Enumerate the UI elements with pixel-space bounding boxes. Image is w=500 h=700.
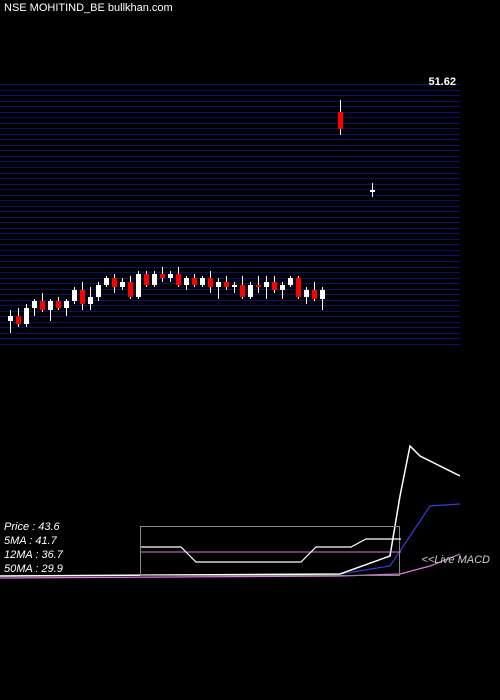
candle-layer (0, 36, 460, 356)
chart-title: NSE MOHITIND_BE bullkhan.com (4, 2, 173, 14)
info-box: Price : 43.6 5MA : 41.7 12MA : 36.7 50MA… (4, 520, 63, 576)
info-12ma: 12MA : 36.7 (4, 548, 63, 562)
indicator-panel[interactable]: <<Live MACD (0, 416, 500, 596)
candlestick-panel[interactable]: 51.62 (0, 36, 460, 356)
info-50ma: 50MA : 29.9 (4, 562, 63, 576)
macd-label: <<Live MACD (422, 554, 490, 566)
macd-line (141, 539, 401, 562)
price-marker: 51.62 (428, 76, 456, 88)
macd-svg (141, 527, 401, 577)
chart-container: 51.62 <<Live MACD Price : 43.6 5MA : 41.… (0, 36, 500, 596)
chart-header: NSE MOHITIND_BE bullkhan.com (0, 0, 500, 16)
macd-box (140, 526, 400, 576)
info-5ma: 5MA : 41.7 (4, 534, 63, 548)
info-price: Price : 43.6 (4, 520, 63, 534)
